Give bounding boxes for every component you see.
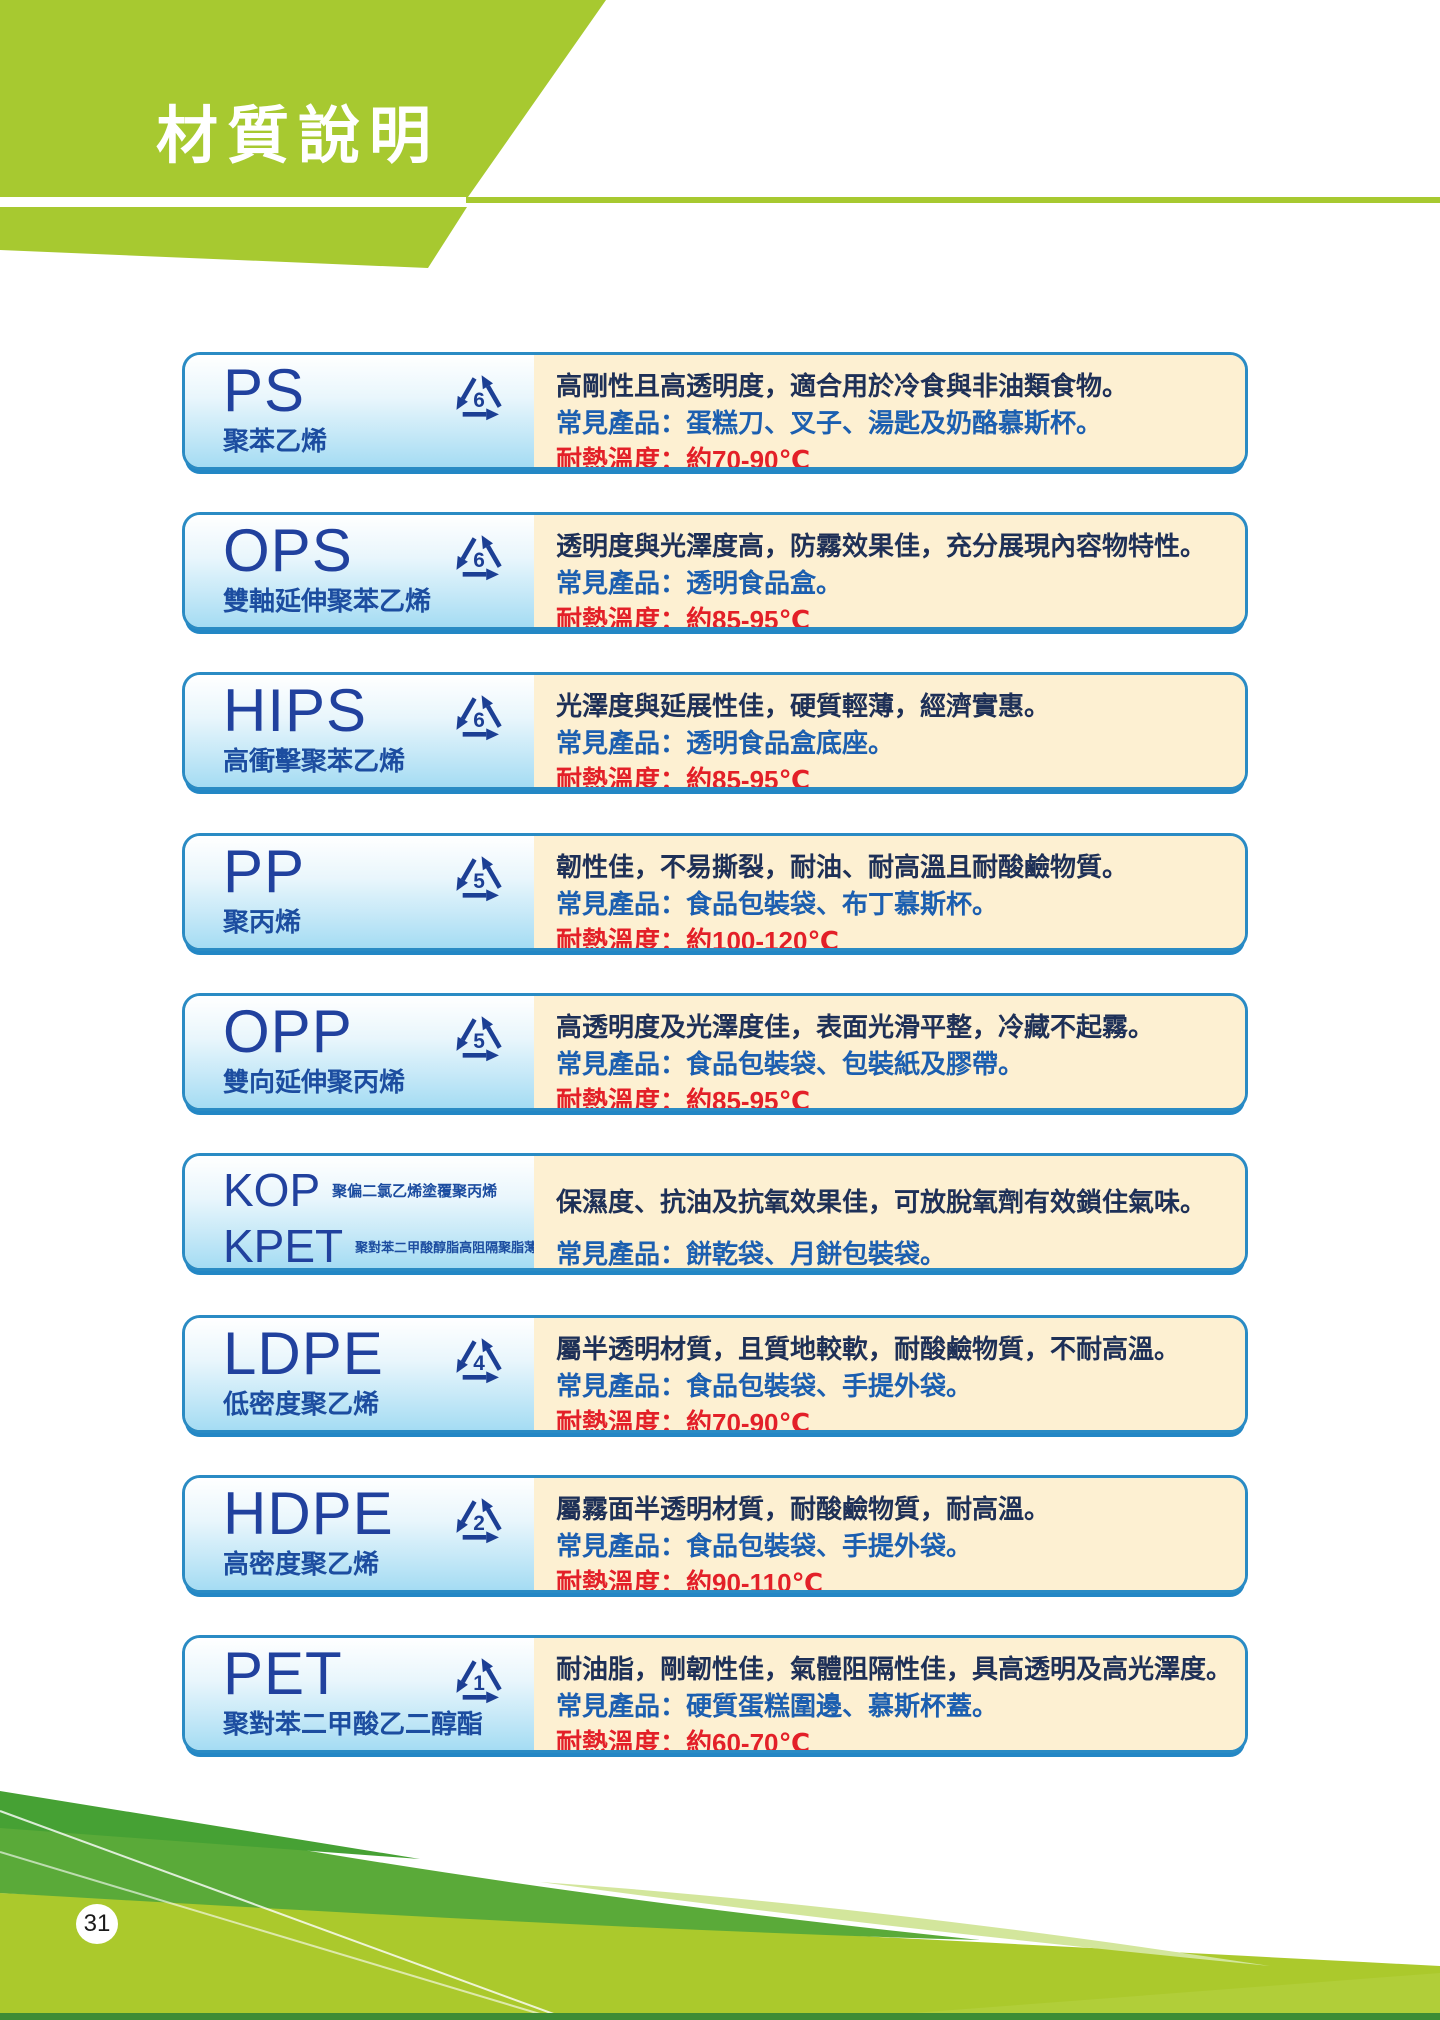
- material-card-ldpe: LDPE 低密度聚乙烯 4 屬半透明材質，且質地較軟，耐酸鹼物質，不耐高溫。 常…: [182, 1315, 1248, 1433]
- footer-green-decoration: [0, 1791, 1440, 2020]
- material-heat-tolerance: 耐熱溫度：約60-70℃: [556, 1728, 810, 1753]
- material-code: OPP: [223, 998, 353, 1065]
- material-info-panel: 高剛性且高透明度，適合用於冷食與非油類食物。 常見產品：蛋糕刀、叉子、湯匙及奶酪…: [534, 355, 1245, 467]
- material-code: KOP: [223, 1164, 321, 1216]
- material-description: 屬半透明材質，且質地較軟，耐酸鹼物質，不耐高溫。: [556, 1334, 1181, 1364]
- material-id-panel: OPS 雙軸延伸聚苯乙烯 6: [185, 515, 534, 627]
- material-code: KPET: [223, 1220, 344, 1271]
- recycling-symbol-icon: 4: [450, 1330, 508, 1392]
- material-heat-tolerance: 耐熱溫度：約70-90℃: [556, 445, 810, 470]
- material-products: 常見產品：餅乾袋、月餅包裝袋。: [556, 1239, 947, 1269]
- material-info-panel: 韌性佳，不易撕裂，耐油、耐高溫且耐酸鹼物質。 常見產品：食品包裝袋、布丁慕斯杯。…: [534, 836, 1245, 948]
- material-chinese-name: 低密度聚乙烯: [223, 1389, 380, 1419]
- material-code: LDPE: [223, 1320, 384, 1387]
- material-info-panel: 透明度與光澤度高，防霧效果佳，充分展現內容物特性。 常見產品：透明食品盒。 耐熱…: [534, 515, 1245, 627]
- material-chinese-name: 高密度聚乙烯: [223, 1549, 380, 1579]
- material-card-opp: OPP 雙向延伸聚丙烯 5 高透明度及光澤度佳，表面光滑平整，冷藏不起霧。 常見…: [182, 993, 1248, 1111]
- page-number: 31: [83, 1910, 111, 1937]
- material-annotation: 聚偏二氯乙烯塗覆聚丙烯: [332, 1182, 498, 1200]
- material-card-pp: PP 聚丙烯 5 韌性佳，不易撕裂，耐油、耐高溫且耐酸鹼物質。 常見產品：食品包…: [182, 833, 1248, 951]
- material-info-panel: 耐油脂，剛韌性佳，氣體阻隔性佳，具高透明及高光澤度。 常見產品：硬質蛋糕圍邊、慕…: [534, 1638, 1245, 1750]
- material-code: PP: [223, 838, 306, 905]
- material-row-kpet: KPET 聚對苯二甲酸醇脂高阻隔聚脂薄膜: [223, 1220, 551, 1271]
- recycling-symbol-icon: 5: [450, 1008, 508, 1070]
- material-chinese-name: 聚苯乙烯: [223, 426, 328, 456]
- material-id-panel: PET 聚對苯二甲酸乙二醇酯 1: [185, 1638, 534, 1750]
- material-description: 光澤度與延展性佳，硬質輕薄，經濟實惠。: [556, 691, 1051, 721]
- material-card-hips: HIPS 高衝擊聚苯乙烯 6 光澤度與延展性佳，硬質輕薄，經濟實惠。 常見產品：…: [182, 672, 1248, 790]
- material-card-kop-kpet: KOP 聚偏二氯乙烯塗覆聚丙烯 KPET 聚對苯二甲酸醇脂高阻隔聚脂薄膜 保濕度…: [182, 1153, 1248, 1271]
- recycling-symbol-icon: 6: [450, 687, 508, 749]
- material-heat-tolerance: 耐熱溫度：約85-95℃: [556, 1086, 810, 1111]
- svg-text:5: 5: [473, 1030, 485, 1053]
- material-description: 耐油脂，剛韌性佳，氣體阻隔性佳，具高透明及高光澤度。: [556, 1654, 1233, 1684]
- page-title: 材質說明: [156, 103, 441, 171]
- material-id-panel: PP 聚丙烯 5: [185, 836, 534, 948]
- material-chinese-name: 雙向延伸聚丙烯: [223, 1067, 406, 1097]
- material-info-panel: 保濕度、抗油及抗氧效果佳，可放脫氧劑有效鎖住氣味。 常見產品：餅乾袋、月餅包裝袋…: [534, 1156, 1245, 1268]
- page-number-badge: 31: [76, 1904, 118, 1944]
- material-code: OPS: [223, 517, 353, 584]
- material-code: PET: [223, 1640, 343, 1707]
- material-description: 韌性佳，不易撕裂，耐油、耐高溫且耐酸鹼物質。: [556, 852, 1129, 882]
- material-id-panel: PS 聚苯乙烯 6: [185, 355, 534, 467]
- material-heat-tolerance: 耐熱溫度：約70-90℃: [556, 1408, 810, 1433]
- material-card-pet: PET 聚對苯二甲酸乙二醇酯 1 耐油脂，剛韌性佳，氣體阻隔性佳，具高透明及高光…: [182, 1635, 1248, 1753]
- material-heat-tolerance: 耐熱溫度：約100-120℃: [556, 926, 839, 951]
- material-info-panel: 屬霧面半透明材質，耐酸鹼物質，耐高溫。 常見產品：食品包裝袋、手提外袋。 耐熱溫…: [534, 1478, 1245, 1590]
- recycling-symbol-icon: 6: [450, 367, 508, 429]
- material-id-panel: OPP 雙向延伸聚丙烯 5: [185, 996, 534, 1108]
- material-id-panel: HDPE 高密度聚乙烯 2: [185, 1478, 534, 1590]
- svg-text:5: 5: [473, 870, 485, 893]
- material-description: 高透明度及光澤度佳，表面光滑平整，冷藏不起霧。: [556, 1012, 1155, 1042]
- material-products: 常見產品：蛋糕刀、叉子、湯匙及奶酪慕斯杯。: [556, 408, 1103, 438]
- material-chinese-name: 聚對苯二甲酸乙二醇酯: [223, 1709, 484, 1739]
- recycling-symbol-icon: 1: [450, 1650, 508, 1712]
- material-code: HIPS: [223, 677, 368, 744]
- material-heat-tolerance: 耐熱溫度：約90-110℃: [556, 1568, 824, 1593]
- material-products: 常見產品：硬質蛋糕圍邊、慕斯杯蓋。: [556, 1691, 999, 1721]
- material-chinese-name: 聚丙烯: [223, 907, 302, 937]
- material-code: PS: [223, 357, 306, 424]
- material-annotation: 聚對苯二甲酸醇脂高阻隔聚脂薄膜: [355, 1239, 551, 1255]
- material-code: HDPE: [223, 1480, 394, 1547]
- material-description: 保濕度、抗油及抗氧效果佳，可放脫氧劑有效鎖住氣味。: [556, 1187, 1207, 1217]
- material-chinese-name: 高衝擊聚苯乙烯: [223, 746, 406, 776]
- material-products: 常見產品：食品包裝袋、布丁慕斯杯。: [556, 889, 999, 919]
- svg-text:1: 1: [473, 1672, 485, 1695]
- header-green-banner: [0, 0, 1440, 268]
- material-card-ops: OPS 雙軸延伸聚苯乙烯 6 透明度與光澤度高，防霧效果佳，充分展現內容物特性。…: [182, 512, 1248, 630]
- svg-text:6: 6: [473, 389, 485, 412]
- material-id-panel: LDPE 低密度聚乙烯 4: [185, 1318, 534, 1430]
- material-products: 常見產品：透明食品盒底座。: [556, 728, 895, 758]
- material-products: 常見產品：食品包裝袋、手提外袋。: [556, 1531, 973, 1561]
- material-heat-tolerance: 耐熱溫度：約85-95℃: [556, 605, 810, 630]
- svg-text:2: 2: [473, 1512, 485, 1535]
- material-heat-tolerance: 耐熱溫度：約85-95℃: [556, 765, 810, 790]
- material-products: 常見產品：食品包裝袋、手提外袋。: [556, 1371, 973, 1401]
- material-products: 常見產品：食品包裝袋、包裝紙及膠帶。: [556, 1049, 1025, 1079]
- material-info-panel: 光澤度與延展性佳，硬質輕薄，經濟實惠。 常見產品：透明食品盒底座。 耐熱溫度：約…: [534, 675, 1245, 787]
- recycling-symbol-icon: 2: [450, 1490, 508, 1552]
- material-row-kop: KOP 聚偏二氯乙烯塗覆聚丙烯: [223, 1166, 497, 1214]
- material-description: 高剛性且高透明度，適合用於冷食與非油類食物。: [556, 371, 1129, 401]
- material-info-panel: 高透明度及光澤度佳，表面光滑平整，冷藏不起霧。 常見產品：食品包裝袋、包裝紙及膠…: [534, 996, 1245, 1108]
- material-description: 透明度與光澤度高，防霧效果佳，充分展現內容物特性。: [556, 531, 1207, 561]
- recycling-symbol-icon: 5: [450, 848, 508, 910]
- recycling-symbol-icon: 6: [450, 527, 508, 589]
- material-id-panel: KOP 聚偏二氯乙烯塗覆聚丙烯 KPET 聚對苯二甲酸醇脂高阻隔聚脂薄膜: [185, 1156, 550, 1268]
- material-chinese-name: 雙軸延伸聚苯乙烯: [223, 586, 432, 616]
- material-card-ps: PS 聚苯乙烯 6 高剛性且高透明度，適合用於冷食與非油類食物。 常見產品：蛋糕…: [182, 352, 1248, 470]
- svg-text:6: 6: [473, 709, 485, 732]
- material-id-panel: HIPS 高衝擊聚苯乙烯 6: [185, 675, 534, 787]
- svg-text:6: 6: [473, 549, 485, 572]
- material-card-hdpe: HDPE 高密度聚乙烯 2 屬霧面半透明材質，耐酸鹼物質，耐高溫。 常見產品：食…: [182, 1475, 1248, 1593]
- svg-text:4: 4: [473, 1352, 485, 1375]
- material-products: 常見產品：透明食品盒。: [556, 568, 843, 598]
- material-info-panel: 屬半透明材質，且質地較軟，耐酸鹼物質，不耐高溫。 常見產品：食品包裝袋、手提外袋…: [534, 1318, 1245, 1430]
- material-description: 屬霧面半透明材質，耐酸鹼物質，耐高溫。: [556, 1494, 1051, 1524]
